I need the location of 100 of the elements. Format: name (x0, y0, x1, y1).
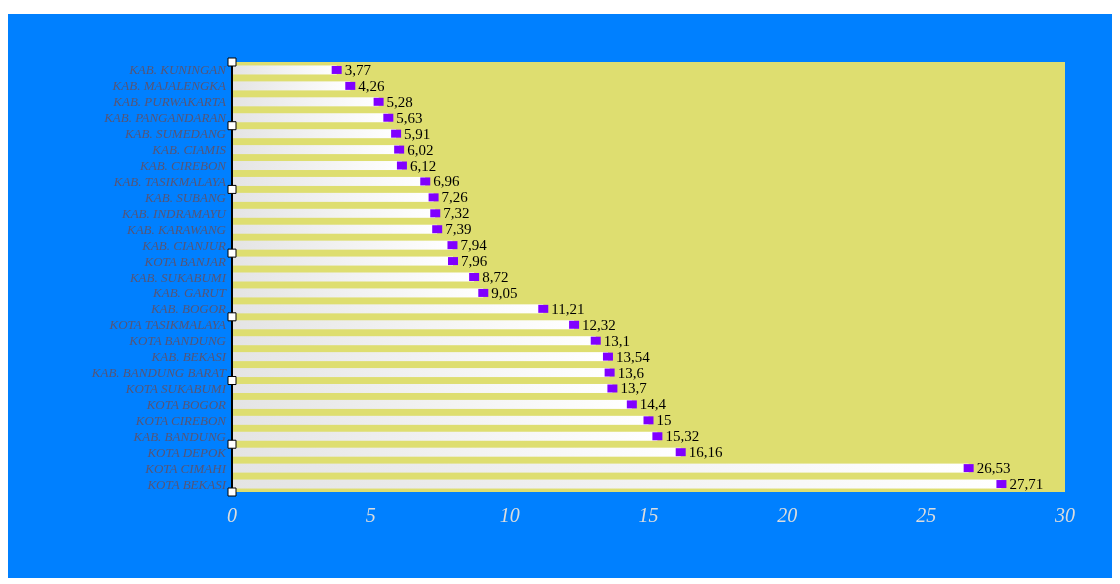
data-label: 6,02 (407, 141, 434, 158)
data-label: 7,96 (461, 253, 488, 270)
data-label: 5,63 (396, 109, 423, 126)
y-tick-label: KAB. BANDUNG BARAT (90, 365, 227, 381)
y-tick-label: KOTA BOGOR (145, 396, 227, 412)
point (643, 416, 654, 425)
y-tick-label: KOTA CIMAHI (144, 460, 227, 476)
point (420, 177, 431, 186)
y-tick-label: KOTA TASIKMALAYA (108, 317, 227, 333)
bar (232, 272, 475, 282)
y-tick-label: KAB. GARUT (152, 285, 227, 301)
y-tick-label: KAB. BEKASI (150, 349, 227, 365)
bar (232, 113, 389, 123)
y-tick-label: KOTA BEKASI (146, 476, 227, 492)
point (478, 288, 489, 297)
x-tick-label: 15 (638, 504, 659, 526)
point (373, 97, 384, 106)
point (345, 81, 356, 90)
bar (232, 383, 613, 393)
bar (232, 176, 426, 186)
data-label: 7,39 (445, 221, 472, 238)
data-label: 15,32 (665, 428, 700, 445)
bar (232, 399, 632, 409)
data-label: 27,71 (1009, 476, 1044, 493)
y-tick-label: KOTA BANJAR (143, 253, 227, 269)
y-tick-label: KAB. CIREBON (139, 158, 228, 174)
data-label: 6,12 (409, 157, 437, 174)
y-tick-label: KAB. SUMEDANG (123, 126, 227, 142)
y-tick-label: KAB. PANGANDARAN (103, 110, 228, 126)
x-tick-label: 0 (227, 504, 237, 526)
point (469, 273, 480, 281)
bar (232, 288, 484, 298)
bar (232, 208, 436, 218)
point (391, 129, 402, 138)
bar (232, 447, 681, 457)
bar (232, 161, 402, 171)
y-tick-label: KAB. PURWAKARTA (112, 94, 227, 110)
bar (232, 320, 575, 330)
x-tick-label: 5 (365, 504, 376, 526)
x-tick-label: 25 (916, 504, 937, 526)
data-label: 9,05 (491, 284, 518, 301)
data-label: 13,54 (615, 348, 651, 365)
point (963, 464, 974, 473)
bar (232, 81, 351, 91)
y-tick-label: KAB. TASIKMALAYA (112, 173, 227, 189)
data-label: 14,4 (639, 396, 667, 413)
y-tick-label: KOTA CIREBON (134, 412, 228, 428)
point (396, 161, 407, 170)
data-label: 12,32 (582, 316, 616, 333)
point (604, 368, 615, 377)
bar (232, 304, 544, 314)
bar (232, 463, 969, 473)
point (590, 336, 601, 345)
point (675, 448, 686, 457)
point (331, 65, 342, 74)
y-tick-label: KAB. MAJALENGKA (111, 78, 227, 94)
point (569, 320, 580, 329)
data-label: 6,96 (433, 173, 461, 190)
point (430, 209, 441, 218)
data-label: 7,26 (441, 189, 469, 206)
point (996, 480, 1007, 489)
point (652, 432, 663, 441)
y-tick-label: KAB. CIAMIS (151, 142, 227, 158)
x-tick-label: 20 (777, 504, 798, 526)
bar (232, 240, 453, 250)
x-tick-label: 30 (1054, 504, 1075, 526)
data-label: 15 (656, 412, 672, 429)
bar (232, 431, 658, 441)
data-label: 11,21 (551, 300, 585, 317)
bar (232, 352, 608, 362)
point (626, 400, 637, 409)
data-label: 4,26 (358, 77, 386, 94)
point (383, 113, 394, 122)
data-label: 5,91 (404, 125, 431, 142)
y-tick-label: KAB. KUNINGAN (128, 62, 228, 78)
data-label: 5,28 (386, 93, 413, 110)
y-tick-label: KAB. INDRAMAYU (121, 205, 228, 221)
y-tick-label: KOTA BANDUNG (128, 333, 227, 349)
bar (232, 256, 454, 266)
data-label: 7,32 (443, 205, 470, 222)
y-tick-label: KAB. KARAWANG (126, 221, 227, 237)
y-tick-label: KAB. CIANJUR (141, 237, 227, 253)
y-tick-label: KAB. BOGOR (149, 301, 227, 317)
data-label: 13,7 (620, 380, 648, 397)
y-tick-label: KAB. SUBANG (144, 189, 227, 205)
bar (232, 129, 397, 139)
bar (232, 368, 610, 378)
data-label: 16,16 (688, 444, 723, 461)
point (607, 384, 618, 393)
point (538, 304, 549, 313)
bar (232, 415, 649, 425)
point (432, 225, 443, 234)
bar (232, 192, 434, 202)
bar (232, 97, 379, 107)
data-label: 3,77 (344, 61, 372, 78)
point (602, 352, 613, 361)
data-label: 13,1 (603, 332, 630, 349)
data-label: 26,53 (976, 460, 1011, 477)
point (394, 145, 405, 154)
point (447, 241, 458, 250)
